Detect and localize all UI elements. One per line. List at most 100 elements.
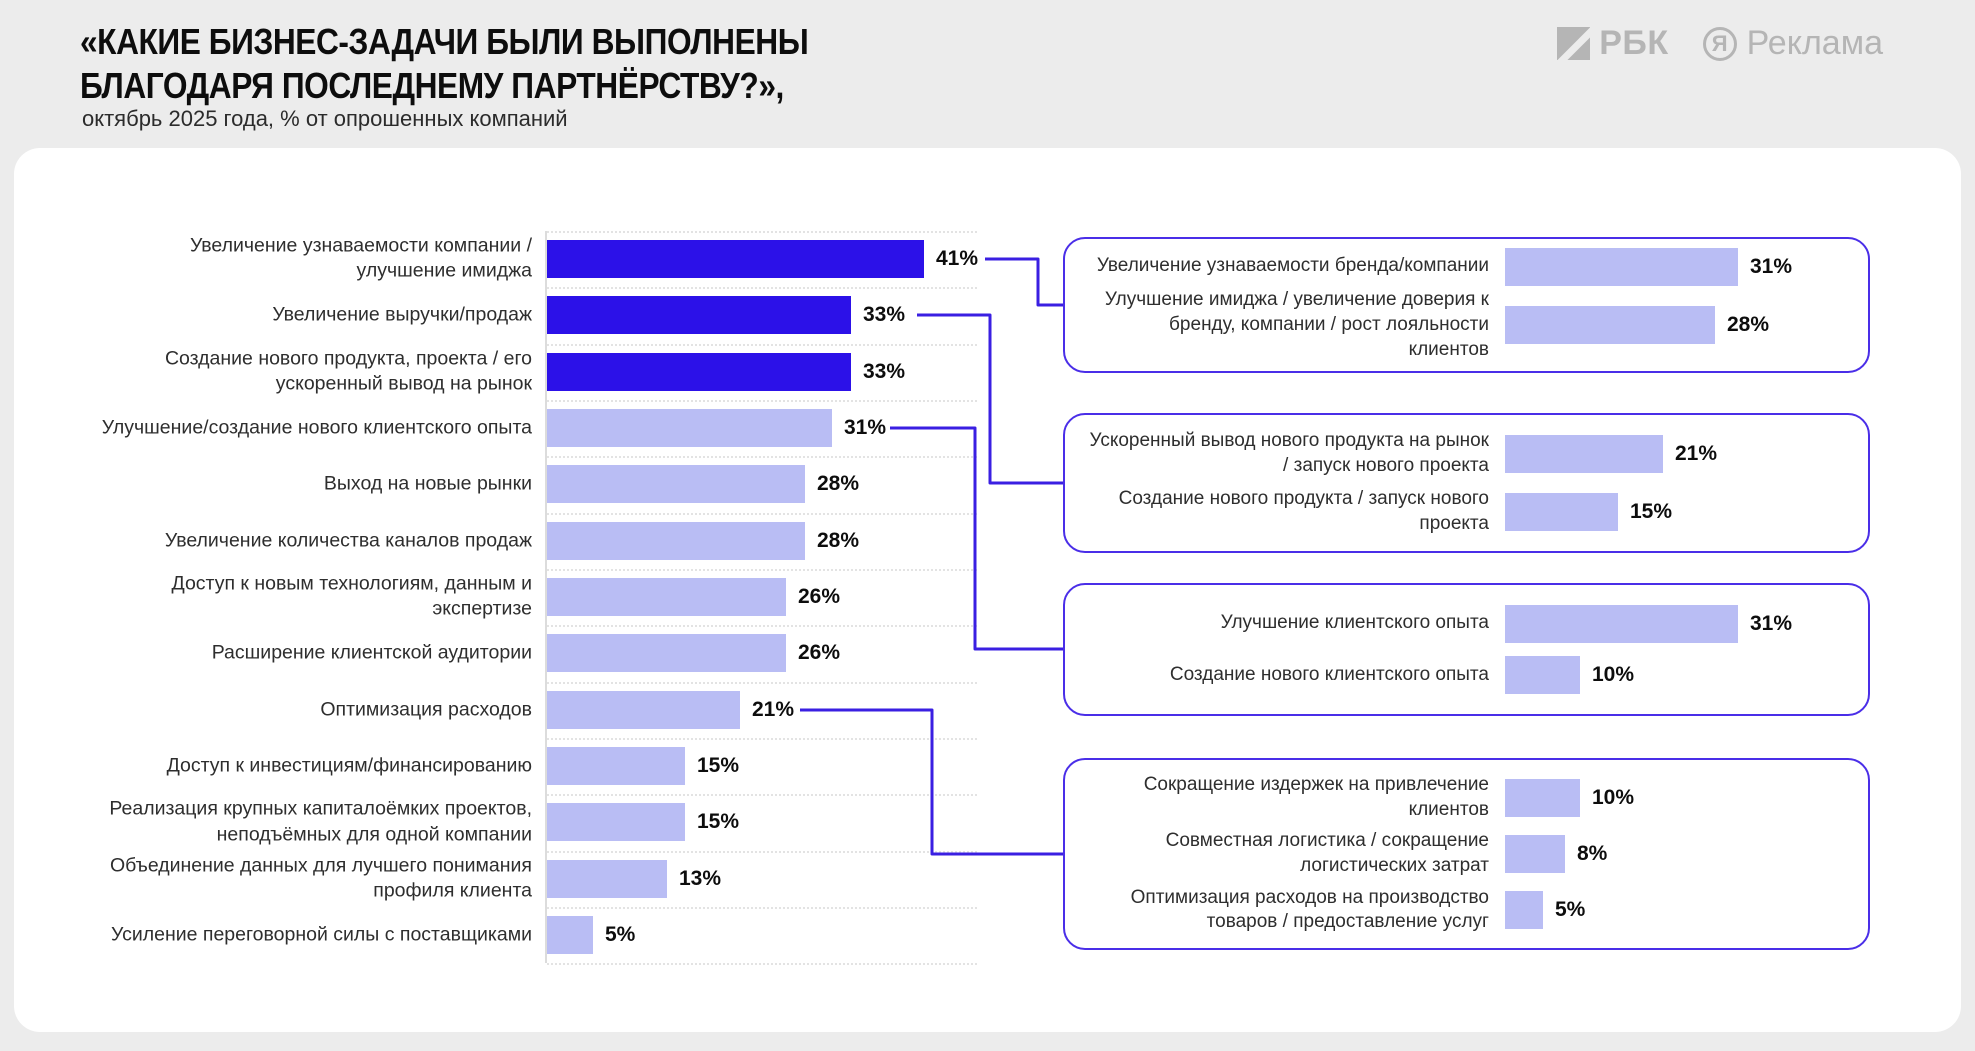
detail-box-bar	[1505, 656, 1580, 695]
bar-value: 28%	[817, 528, 860, 552]
detail-box-label: Улучшение клиентского опыта	[1220, 612, 1489, 634]
logo-bar: РБК Я Реклама	[1557, 24, 1883, 63]
bar-row: Доступ к новым технологиям, данным и экс…	[90, 569, 1090, 625]
detail-box-item: Создание нового продукта / запуск нового…	[1087, 487, 1846, 536]
bar	[547, 577, 786, 616]
detail-box-value: 28%	[1727, 313, 1770, 337]
detail-box-item: Увеличение узнаваемости бренда/компании 3…	[1087, 247, 1846, 286]
row-separator	[547, 512, 977, 515]
bar-row: Усиление переговорной силы с поставщикам…	[90, 907, 1090, 963]
bar-value: 13%	[679, 866, 722, 890]
detail-box-label: Оптимизация расходов на производство тов…	[1130, 886, 1489, 933]
row-separator	[547, 343, 977, 346]
detail-box-value: 5%	[1555, 898, 1586, 922]
detail-box-label: Улучшение имиджа / увеличение доверия к …	[1104, 289, 1489, 360]
bar	[547, 690, 740, 729]
bar	[547, 296, 851, 335]
detail-box-item: Оптимизация расходов на производство тов…	[1087, 886, 1846, 935]
bar-label: Выход на новые рынки	[323, 472, 532, 495]
bar	[547, 634, 786, 673]
detail-box-value: 10%	[1592, 663, 1635, 687]
bar	[547, 859, 667, 898]
row-separator	[547, 681, 977, 684]
detail-box-bar	[1505, 778, 1580, 817]
detail-box-bar	[1505, 247, 1738, 286]
bar-row: Оптимизация расходов 21%	[90, 682, 1090, 738]
yandex-logo-label: Реклама	[1746, 24, 1883, 62]
row-separator	[547, 850, 977, 853]
detail-box: Увеличение узнаваемости бренда/компании 3…	[1063, 237, 1870, 373]
bar-label: Усиление переговорной силы с поставщикам…	[111, 923, 532, 946]
bar-row: Расширение клиентской аудитории 26%	[90, 625, 1090, 681]
bar-label: Реализация крупных капиталоёмких проекто…	[109, 797, 532, 846]
page-subtitle: октябрь 2025 года, % от опрошенных компа…	[82, 106, 568, 131]
bar-label: Доступ к новым технологиям, данным и экс…	[171, 572, 532, 620]
detail-box-bar	[1505, 492, 1618, 531]
bar-value: 26%	[798, 584, 841, 608]
detail-box-label: Совместная логистика / сокращение логист…	[1165, 830, 1489, 876]
bar	[547, 408, 832, 447]
bar-label: Доступ к инвестициям/финансированию	[166, 754, 532, 777]
detail-box-value: 15%	[1630, 499, 1673, 523]
bar-row: Доступ к инвестициям/финансированию 15%	[90, 738, 1090, 794]
row-separator	[547, 456, 977, 459]
rbc-square-icon	[1557, 27, 1591, 60]
detail-box-item: Улучшение имиджа / увеличение доверия к …	[1087, 288, 1846, 362]
detail-box-item: Совместная логистика / сокращение логист…	[1087, 829, 1846, 878]
bar-row: Создание нового продукта, проекта / его …	[90, 344, 1090, 400]
axis-line	[545, 231, 547, 963]
bar-label: Увеличение узнаваемости компании / улучш…	[189, 234, 532, 282]
bar-label: Создание нового продукта, проекта / его …	[164, 347, 532, 395]
bar-value: 15%	[697, 753, 740, 777]
detail-box-item: Ускоренный вывод нового продукта на рыно…	[1087, 429, 1846, 478]
row-separator	[547, 287, 977, 290]
row-separator	[547, 906, 977, 909]
bar-row: Объединение данных для лучшего понимания…	[90, 851, 1090, 907]
chart-card: Увеличение узнаваемости компании / улучш…	[14, 148, 1961, 1032]
bar-label: Оптимизация расходов	[320, 697, 532, 720]
bar-value: 15%	[697, 810, 740, 834]
detail-box-label: Создание нового клиентского опыта	[1169, 663, 1489, 685]
detail-box-bar	[1505, 835, 1565, 873]
bar-value: 41%	[936, 247, 979, 270]
row-separator	[547, 399, 977, 402]
detail-box-item: Улучшение клиентского опыта 31%	[1087, 604, 1846, 643]
detail-box: Улучшение клиентского опыта 31% Создание н…	[1063, 583, 1870, 716]
detail-box-bar	[1505, 306, 1715, 345]
bar-label: Увеличение количества каналов продаж	[164, 528, 532, 551]
bar-value: 28%	[817, 472, 860, 496]
bar-row: Улучшение/создание нового клиентского оп…	[90, 400, 1090, 456]
row-separator	[547, 231, 977, 233]
bar	[547, 521, 805, 560]
bar-value: 26%	[798, 641, 841, 665]
detail-box-label: Ускоренный вывод нового продукта на рыно…	[1089, 430, 1489, 477]
bar-row: Увеличение количества каналов продаж 28%	[90, 513, 1090, 569]
bar-row: Увеличение узнаваемости компании / улучш…	[90, 231, 1090, 287]
detail-box-value: 31%	[1750, 254, 1793, 278]
yandex-reklama-logo: Я Реклама	[1702, 24, 1883, 63]
bar-label: Расширение клиентской аудитории	[211, 641, 532, 664]
detail-box-item: Сокращение издержек на привлечение клиен…	[1087, 773, 1846, 822]
detail-box-value: 21%	[1675, 442, 1718, 466]
detail-box-value: 31%	[1750, 611, 1793, 635]
detail-box-label: Сокращение издержек на привлечение клиен…	[1143, 773, 1489, 820]
bar-value: 5%	[605, 922, 636, 946]
row-separator	[547, 794, 977, 797]
detail-box-bar	[1505, 604, 1738, 643]
detail-box-label: Создание нового продукта / запуск нового…	[1118, 488, 1489, 534]
detail-box-value: 10%	[1592, 785, 1635, 809]
detail-box-bar	[1505, 891, 1543, 930]
yandex-circle-icon: Я	[1702, 26, 1737, 61]
bar	[547, 240, 924, 278]
row-separator	[547, 625, 977, 628]
detail-box-item: Создание нового клиентского опыта 10%	[1087, 656, 1846, 695]
detail-box: Сокращение издержек на привлечение клиен…	[1063, 758, 1870, 950]
bar	[547, 803, 685, 842]
row-separator	[547, 737, 977, 740]
bar-value: 33%	[863, 303, 906, 327]
detail-box-value: 8%	[1577, 842, 1608, 865]
row-separator	[547, 963, 977, 966]
bar-value: 33%	[863, 359, 906, 383]
bar	[547, 746, 685, 785]
bar-row: Выход на новые рынки 28%	[90, 456, 1090, 512]
